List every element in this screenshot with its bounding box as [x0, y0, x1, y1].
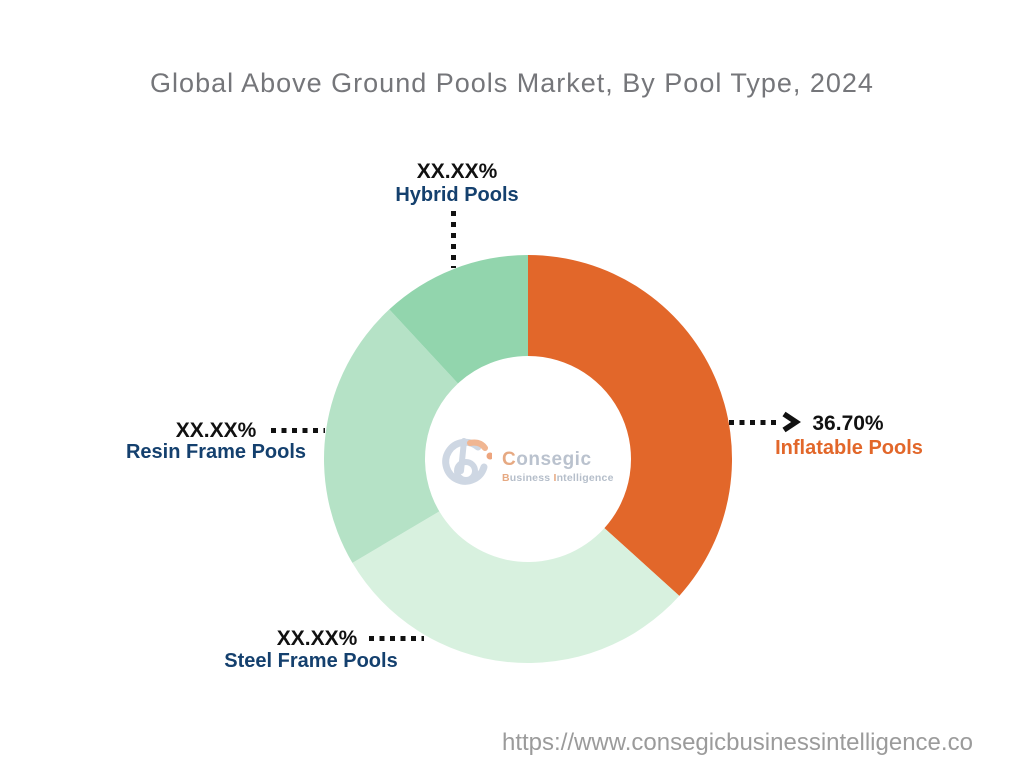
- inflatable-pools-value: 36.70%: [812, 412, 884, 435]
- inflatable-pools-label: Inflatable Pools: [775, 437, 923, 459]
- donut-segment-steel-frame-pools: [352, 511, 680, 664]
- donut-segment-hybrid-pools: [389, 255, 528, 384]
- hybrid-pools-label: Hybrid Pools: [395, 184, 519, 206]
- consegic-b-logo-icon: [440, 433, 494, 500]
- steel-frame-pools-leader-line: [369, 636, 424, 641]
- chart-title: Global Above Ground Pools Market, By Poo…: [150, 68, 874, 98]
- source-url: https://www.consegicbusinessintelligence…: [502, 729, 973, 756]
- watermark-tagline: Business Intelligence: [502, 471, 614, 484]
- resin-frame-pools-value: XX.XX%: [175, 419, 257, 442]
- arrow-right-icon: [779, 411, 801, 438]
- hybrid-pools-value: XX.XX%: [416, 160, 498, 183]
- donut-segment-resin-frame-pools: [324, 309, 458, 563]
- hybrid-pools-leader-line: [451, 211, 456, 268]
- steel-frame-pools-label: Steel Frame Pools: [224, 650, 398, 672]
- donut-segment-inflatable-pools: [528, 255, 733, 596]
- steel-frame-pools-value: XX.XX%: [276, 627, 358, 650]
- resin-frame-pools-leader-line: [271, 428, 325, 433]
- watermark: Consegic Business Intelligence: [440, 430, 625, 502]
- watermark-brand: Consegic: [502, 448, 592, 470]
- inflatable-pools-leader-line: [729, 420, 779, 425]
- resin-frame-pools-label: Resin Frame Pools: [125, 441, 307, 463]
- donut-chart-area: [323, 254, 733, 664]
- watermark-text: Consegic Business Intelligence: [502, 449, 614, 484]
- donut-chart: [324, 255, 733, 664]
